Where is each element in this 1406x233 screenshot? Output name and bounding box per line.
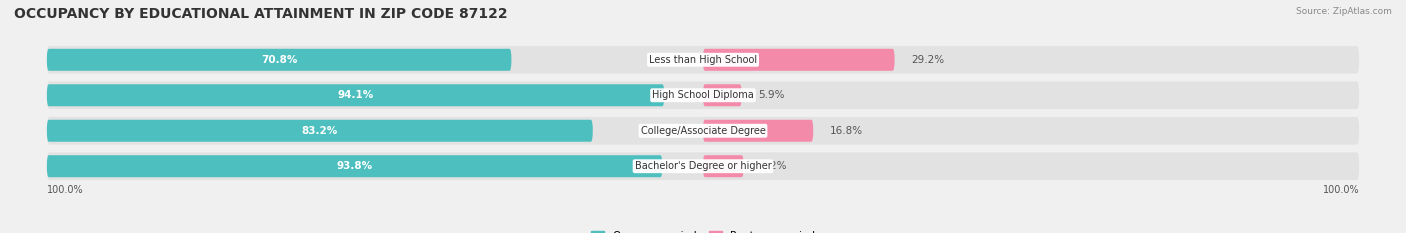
Text: 100.0%: 100.0% (1323, 185, 1360, 195)
FancyBboxPatch shape (703, 84, 742, 106)
FancyBboxPatch shape (46, 81, 1360, 109)
FancyBboxPatch shape (46, 155, 662, 177)
Text: 5.9%: 5.9% (758, 90, 785, 100)
FancyBboxPatch shape (703, 49, 894, 71)
Text: 16.8%: 16.8% (830, 126, 863, 136)
Text: Source: ZipAtlas.com: Source: ZipAtlas.com (1296, 7, 1392, 16)
Text: 29.2%: 29.2% (911, 55, 943, 65)
Text: College/Associate Degree: College/Associate Degree (641, 126, 765, 136)
FancyBboxPatch shape (46, 84, 664, 106)
FancyBboxPatch shape (46, 49, 512, 71)
FancyBboxPatch shape (703, 155, 744, 177)
Text: High School Diploma: High School Diploma (652, 90, 754, 100)
FancyBboxPatch shape (703, 120, 813, 142)
Text: 6.2%: 6.2% (761, 161, 786, 171)
Text: Less than High School: Less than High School (650, 55, 756, 65)
Text: 83.2%: 83.2% (302, 126, 337, 136)
Text: OCCUPANCY BY EDUCATIONAL ATTAINMENT IN ZIP CODE 87122: OCCUPANCY BY EDUCATIONAL ATTAINMENT IN Z… (14, 7, 508, 21)
Text: 94.1%: 94.1% (337, 90, 374, 100)
FancyBboxPatch shape (46, 120, 593, 142)
FancyBboxPatch shape (46, 46, 1360, 74)
Text: 93.8%: 93.8% (336, 161, 373, 171)
FancyBboxPatch shape (46, 152, 1360, 180)
Text: Bachelor's Degree or higher: Bachelor's Degree or higher (634, 161, 772, 171)
Text: 100.0%: 100.0% (46, 185, 83, 195)
Text: 70.8%: 70.8% (262, 55, 297, 65)
Legend: Owner-occupied, Renter-occupied: Owner-occupied, Renter-occupied (586, 227, 820, 233)
FancyBboxPatch shape (46, 117, 1360, 145)
